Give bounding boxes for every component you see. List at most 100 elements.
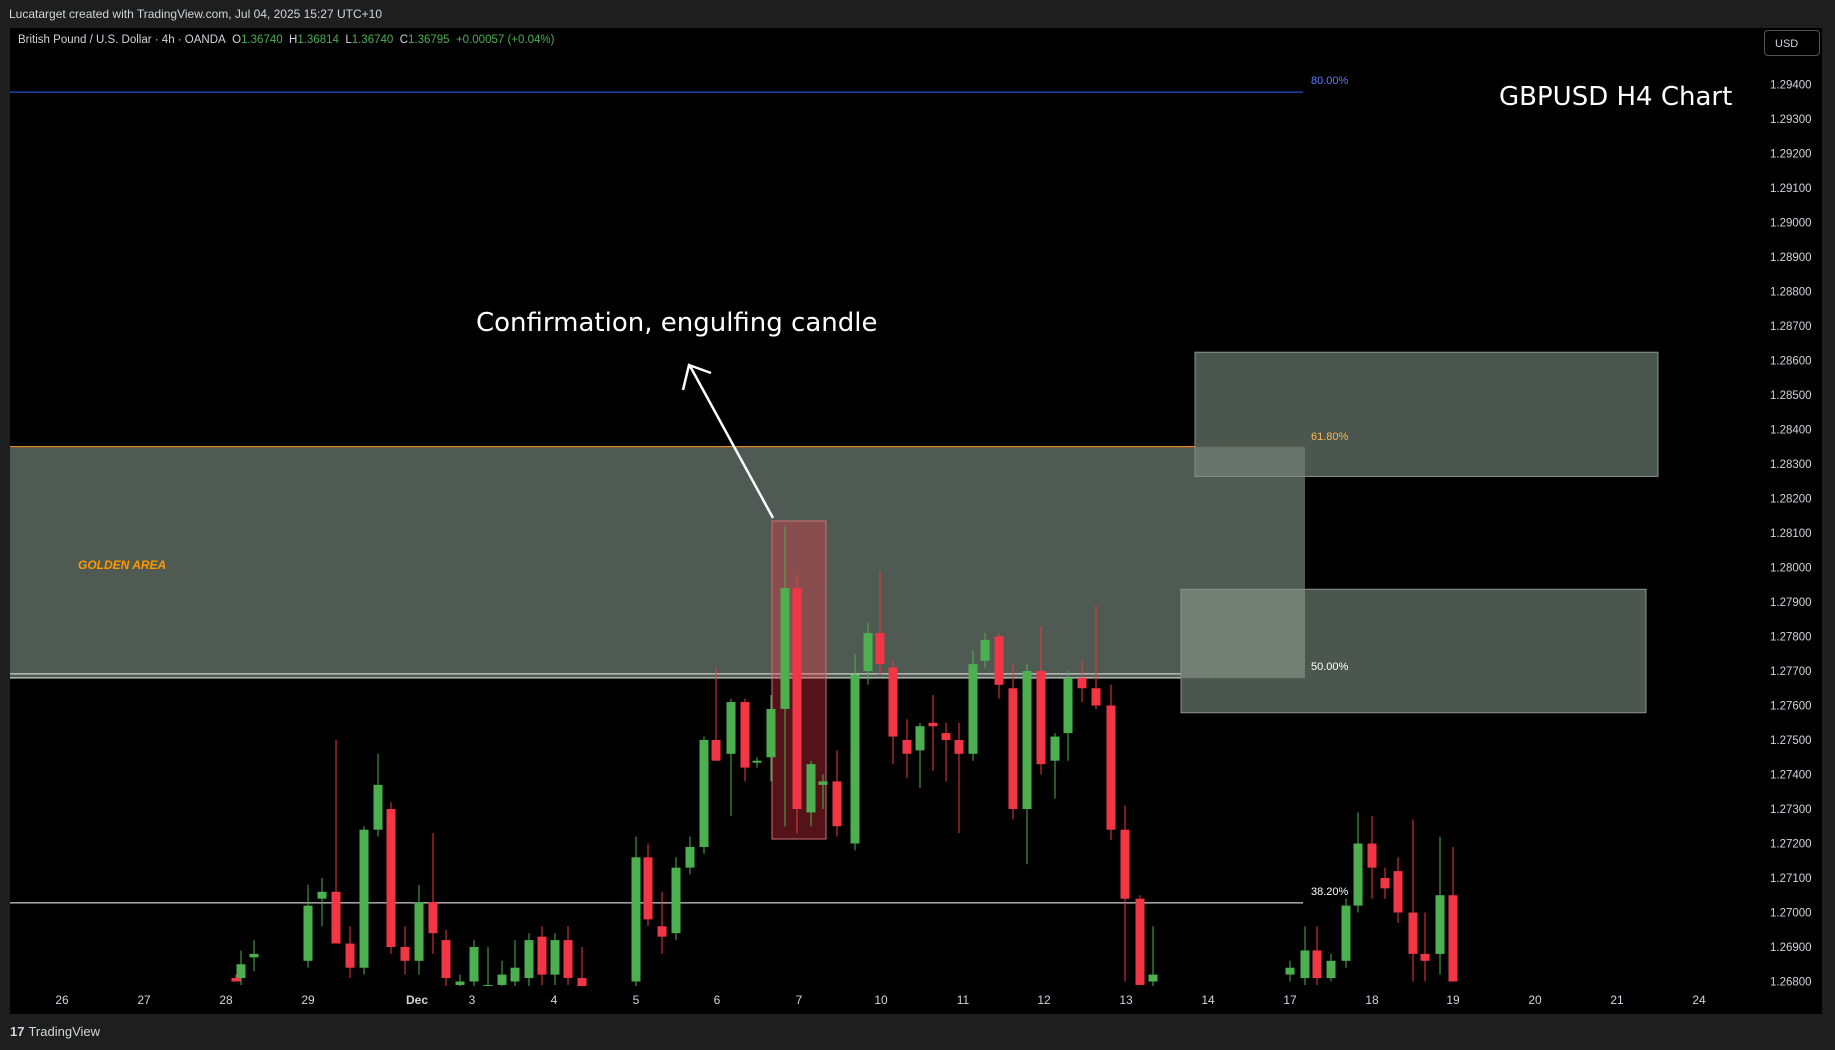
time-tick-label: 5 [633,993,640,1007]
price-tick-label: 1.27900 [1770,597,1812,609]
bearish-candle[interactable] [792,588,802,809]
bearish-candle[interactable] [1380,878,1390,889]
bearish-candle[interactable] [888,667,898,737]
golden-area-zone[interactable] [10,447,1305,678]
bullish-candle[interactable] [1063,677,1073,734]
bullish-candle[interactable] [699,740,709,847]
bullish-candle[interactable] [1326,960,1336,979]
bearish-candle[interactable] [441,940,451,979]
bullish-candle[interactable] [806,764,816,813]
bearish-candle[interactable] [1312,950,1322,979]
bullish-candle[interactable] [1022,671,1032,809]
bullish-candle[interactable] [980,639,990,661]
bullish-candle[interactable] [249,953,259,958]
bearish-candle[interactable] [345,943,355,968]
bullish-candle[interactable] [1341,905,1351,961]
bearish-candle[interactable] [902,740,912,754]
bullish-candle[interactable] [766,708,776,758]
bearish-candle[interactable] [331,891,341,944]
bearish-candle[interactable] [1420,953,1430,961]
bullish-candle[interactable] [671,867,681,934]
time-tick-label: Dec [406,993,428,1007]
price-chart[interactable]: GOLDEN AREA 80.00% 61.80% 50.00% 38.20% Confi… [0,0,1835,1014]
bearish-candle[interactable] [428,902,438,934]
bearish-candle[interactable] [657,926,667,937]
time-tick-label: 13 [1119,993,1133,1007]
bearish-candle[interactable] [1367,843,1377,868]
bearish-candle[interactable] [954,740,964,754]
bullish-candle[interactable] [236,964,246,979]
bearish-candle[interactable] [711,740,721,761]
bearish-candle[interactable] [577,978,587,986]
bearish-candle[interactable] [400,947,410,961]
bullish-candle[interactable] [524,940,534,979]
bearish-candle[interactable] [928,722,938,727]
price-tick-label: 1.26800 [1770,977,1812,989]
time-axis[interactable] [10,986,1822,1014]
time-tick-label: 7 [796,993,803,1007]
bullish-candle[interactable] [1050,736,1060,761]
bullish-candle[interactable] [483,984,493,987]
currency-button[interactable]: USD [1764,30,1820,56]
bullish-candle[interactable] [968,664,978,754]
price-tick-label: 1.29400 [1770,80,1812,92]
annotation-arrow [688,365,775,519]
bullish-candle[interactable] [818,781,828,785]
bearish-candle[interactable] [537,936,547,975]
bullish-candle[interactable] [455,981,465,985]
bullish-candle[interactable] [752,760,762,763]
bearish-candle[interactable] [994,636,1004,685]
bearish-candle[interactable] [563,940,573,979]
bullish-candle[interactable] [780,588,790,709]
bearish-candle[interactable] [1036,671,1046,765]
bullish-candle[interactable] [469,947,479,982]
bearish-candle[interactable] [1408,912,1418,954]
symbol-legend: British Pound / U.S. Dollar · 4h · OANDA… [18,34,554,46]
price-tick-label: 1.29100 [1770,183,1812,195]
tradingview-logo[interactable]: 17 TradingView [10,1024,100,1039]
time-tick-label: 6 [714,993,721,1007]
price-tick-label: 1.27600 [1770,701,1812,713]
bearish-candle[interactable] [832,781,842,827]
bullish-candle[interactable] [1353,843,1363,906]
bullish-candle[interactable] [1148,974,1158,982]
bullish-candle[interactable] [373,784,383,830]
bullish-candle[interactable] [359,829,369,968]
chart-title: GBPUSD H4 Chart [1499,82,1732,112]
bearish-candle[interactable] [386,809,396,947]
price-axis[interactable] [1740,28,1822,986]
bullish-candle[interactable] [1435,895,1445,954]
bullish-candle[interactable] [850,674,860,844]
bullish-candle[interactable] [550,940,560,975]
fib-label-61-80: 61.80% [1311,431,1349,443]
bearish-candle[interactable] [1106,705,1116,830]
bearish-candle[interactable] [643,857,653,920]
bullish-candle[interactable] [303,905,313,961]
bullish-candle[interactable] [317,891,327,899]
bearish-candle[interactable] [231,978,241,982]
bearish-candle[interactable] [1008,688,1018,809]
bullish-candle[interactable] [1285,967,1295,975]
bullish-candle[interactable] [414,902,424,961]
bearish-candle[interactable] [1120,829,1130,899]
footer-bar [0,1014,1835,1050]
bearish-candle[interactable] [1077,677,1087,689]
bearish-candle[interactable] [941,733,951,740]
bearish-candle[interactable] [1393,871,1403,913]
time-tick-label: 3 [469,993,476,1007]
bearish-candle[interactable] [1448,895,1458,982]
bearish-candle[interactable] [1091,688,1101,706]
price-tick-label: 1.29300 [1770,114,1812,126]
bullish-candle[interactable] [510,967,520,982]
bearish-candle[interactable] [875,633,885,665]
time-tick-label: 29 [301,993,315,1007]
bearish-candle[interactable] [740,702,750,768]
bullish-candle[interactable] [726,702,736,754]
bullish-candle[interactable] [1300,950,1310,979]
bullish-candle[interactable] [497,974,507,985]
bullish-candle[interactable] [863,633,873,671]
bullish-candle[interactable] [685,846,695,868]
bullish-candle[interactable] [915,726,925,751]
bearish-candle[interactable] [1135,898,1145,985]
bullish-candle[interactable] [631,857,641,982]
